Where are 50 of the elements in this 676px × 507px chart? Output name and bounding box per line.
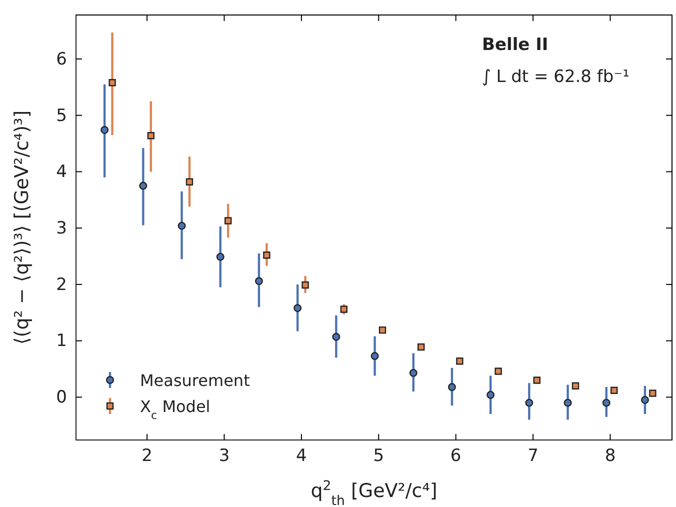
point	[649, 390, 656, 397]
point	[533, 376, 540, 384]
legend-label: X$_{c}$ Model	[140, 397, 210, 422]
point	[417, 343, 425, 351]
point	[254, 277, 263, 286]
point	[409, 368, 418, 377]
y-tick-label: 4	[56, 162, 67, 182]
x-tick-label: 6	[450, 446, 462, 466]
point	[216, 252, 224, 261]
point	[340, 306, 348, 313]
y-tick-label: 0	[56, 388, 67, 408]
x-tick-label: 3	[218, 446, 230, 466]
point	[378, 326, 386, 334]
point	[100, 126, 109, 134]
point	[370, 352, 379, 360]
x-tick-label: 4	[296, 446, 307, 466]
y-axis-title: ⟨(q² − ⟨q²⟩)³⟩ [(GeV²/c⁴)³]	[11, 110, 33, 345]
x-tick-label: 7	[528, 446, 538, 466]
x-axis-title: q$^{2}$$_{th}$ [GeV²/c⁴]	[310, 478, 438, 507]
annotation: ∫ L dt = 62.8 fb⁻¹	[482, 67, 630, 87]
point	[332, 332, 340, 341]
y-tick-label: 3	[56, 218, 67, 239]
point	[640, 396, 649, 404]
point	[448, 383, 456, 391]
point	[572, 382, 580, 390]
x-tick-label: 5	[373, 446, 384, 466]
y-tick-label: 5	[56, 106, 67, 126]
point	[494, 368, 502, 375]
point	[564, 398, 572, 407]
point	[486, 390, 495, 399]
y-tick-label: 1	[56, 331, 67, 352]
legend-label: Measurement	[140, 371, 250, 390]
y-tick-label: 2	[56, 274, 67, 295]
point	[525, 398, 534, 407]
annotation: Belle II	[482, 35, 548, 55]
point	[139, 182, 148, 190]
point	[610, 386, 618, 394]
point	[302, 281, 309, 289]
point	[263, 252, 270, 259]
x-tick-label: 2	[142, 446, 152, 466]
point	[186, 178, 194, 186]
y-tick-label: 6	[56, 49, 67, 70]
point	[108, 79, 116, 86]
point	[224, 217, 232, 224]
point	[456, 357, 464, 365]
point	[294, 304, 302, 312]
point	[602, 398, 610, 407]
point	[178, 222, 186, 230]
x-tick-label: 8	[604, 446, 616, 466]
point	[147, 132, 154, 140]
